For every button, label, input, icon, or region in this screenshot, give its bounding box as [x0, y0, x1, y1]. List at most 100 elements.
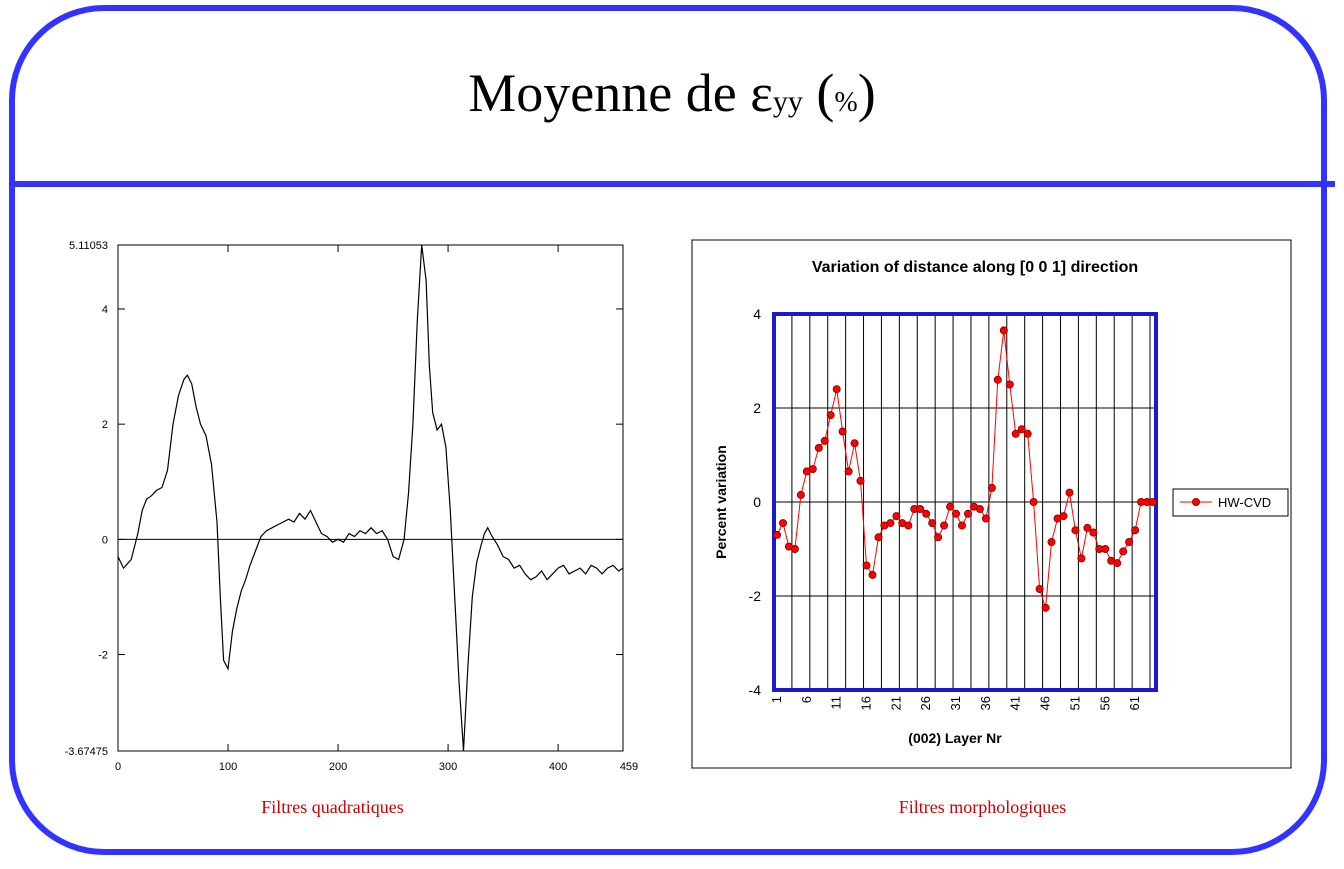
legend-marker	[1192, 497, 1201, 506]
caption-right: Filtres morphologiques	[898, 797, 1067, 817]
data-point	[1041, 603, 1050, 612]
data-point	[892, 512, 901, 521]
y-tick-label: -4	[749, 682, 762, 698]
x-tick-label: 31	[948, 696, 963, 710]
data-point	[874, 533, 883, 542]
x-tick-label: 459	[620, 761, 638, 773]
y-axis-label: Percent variation	[713, 445, 729, 559]
data-point	[904, 521, 913, 530]
data-point	[987, 483, 996, 492]
data-point	[1065, 488, 1074, 497]
data-point	[796, 490, 805, 499]
x-tick-label: 51	[1067, 696, 1082, 710]
data-point	[814, 443, 823, 452]
data-point	[1119, 547, 1128, 556]
data-point	[928, 519, 937, 528]
y-tick-label: -2	[749, 588, 762, 604]
data-point	[844, 467, 853, 476]
data-point	[1077, 554, 1086, 563]
data-point	[779, 519, 788, 528]
slide-title: Moyenne de εyy (%)	[0, 62, 1344, 124]
data-point	[1011, 429, 1020, 438]
x-tick-label: 61	[1127, 696, 1142, 710]
y-tick-label: 0	[102, 534, 108, 546]
x-tick-label: 46	[1038, 696, 1053, 710]
title-subscript: yy	[772, 85, 803, 118]
data-point	[981, 514, 990, 523]
x-tick-label: 300	[439, 761, 457, 773]
data-point	[1113, 559, 1122, 568]
x-tick-label: 11	[829, 696, 844, 710]
data-point	[862, 561, 871, 570]
chart-quadratic-filters: 5.11053 4 2 0 -2 -3.67475 0 100 200 300 400 459	[65, 240, 639, 773]
title-text: Moyenne de ε	[468, 63, 773, 123]
y-tick-label: 2	[753, 400, 761, 416]
data-point	[826, 411, 835, 420]
title-divider	[9, 181, 1335, 187]
x-tick-label: 21	[888, 696, 903, 710]
data-point	[1149, 497, 1158, 506]
data-point	[773, 530, 782, 539]
y-tick-label: 5.11053	[69, 240, 108, 252]
data-point	[952, 509, 961, 518]
data-point	[1101, 545, 1110, 554]
data-point	[886, 519, 895, 528]
data-point	[820, 436, 829, 445]
x-axis-label: (002) Layer Nr	[908, 730, 1002, 746]
data-point	[1071, 526, 1080, 535]
legend-label: HW-CVD	[1218, 495, 1271, 510]
data-point	[1047, 538, 1056, 547]
title-paren-open: (	[802, 63, 835, 123]
chart-title: Variation of distance along [0 0 1] dire…	[812, 259, 1138, 276]
data-point	[1089, 528, 1098, 537]
x-tick-label: 0	[115, 761, 121, 773]
data-point	[850, 439, 859, 448]
data-point	[1131, 526, 1140, 535]
y-tick-label: -2	[98, 650, 108, 662]
data-point	[964, 509, 973, 518]
x-tick-label: 26	[918, 696, 933, 710]
data-point	[1035, 585, 1044, 594]
chart-morphological-filters: Variation of distance along [0 0 1] dire…	[691, 239, 1292, 769]
x-tick-label: 100	[219, 761, 237, 773]
data-point	[1023, 429, 1032, 438]
data-point	[946, 502, 955, 511]
data-point	[790, 545, 799, 554]
data-point	[922, 509, 931, 518]
plot-frame	[117, 244, 624, 752]
data-point	[993, 375, 1002, 384]
data-point	[808, 465, 817, 474]
data-point	[868, 570, 877, 579]
data-point	[838, 427, 847, 436]
x-tick-label: 41	[1008, 696, 1023, 710]
slide-frame	[9, 5, 1327, 855]
data-point	[856, 476, 865, 485]
title-paren-close: )	[857, 63, 876, 123]
x-tick-label: 36	[978, 696, 993, 710]
data-point	[940, 521, 949, 530]
data-point	[1005, 380, 1014, 389]
x-tick-label: 200	[329, 761, 347, 773]
data-point	[1083, 523, 1092, 532]
x-tick-label: 400	[549, 761, 567, 773]
y-tick-label: 4	[102, 304, 108, 316]
data-point	[1059, 512, 1068, 521]
data-point	[832, 385, 841, 394]
y-tick-label: 4	[753, 306, 761, 322]
x-tick-label: 1	[769, 696, 784, 703]
x-tick-label: 6	[799, 696, 814, 703]
series-line	[117, 244, 624, 751]
x-tick-label: 56	[1097, 696, 1112, 710]
data-point	[975, 504, 984, 513]
y-tick-label: 2	[102, 419, 108, 431]
data-point	[958, 521, 967, 530]
data-point	[999, 326, 1008, 335]
data-point	[934, 533, 943, 542]
x-tick-label: 16	[859, 696, 874, 710]
data-point	[1017, 425, 1026, 434]
caption-left: Filtres quadratiques	[261, 797, 404, 817]
data-point	[1125, 538, 1134, 547]
y-tick-label: 0	[753, 494, 761, 510]
data-point	[1029, 497, 1038, 506]
y-tick-label: -3.67475	[65, 746, 108, 758]
